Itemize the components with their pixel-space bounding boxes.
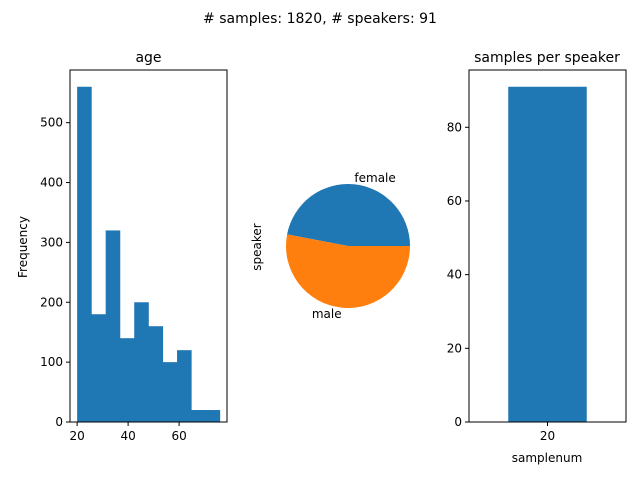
age-histogram-bar-8	[191, 410, 206, 422]
age-histogram-ytick-label-0: 0	[55, 415, 63, 429]
age-histogram-panel: age Frequency 20 40 60 0 100 200 300 400 500	[16, 50, 228, 443]
samples-per-speaker-xlabel: samplenum	[512, 451, 583, 465]
samples-per-speaker-ytick-label-2: 40	[447, 268, 462, 282]
age-histogram-bar-0	[77, 86, 92, 422]
age-histogram-xtick-label-2: 60	[171, 429, 186, 443]
age-histogram-bars	[77, 86, 221, 422]
pie-slice-male	[286, 234, 410, 309]
age-histogram-xtick-label-1: 40	[120, 429, 135, 443]
pie-label-female: female	[354, 171, 395, 185]
samples-per-speaker-bar-0	[508, 86, 587, 422]
age-histogram-ytick-label-3: 300	[40, 235, 63, 249]
age-histogram-ytick-label-4: 400	[40, 176, 63, 190]
age-histogram-bar-1	[91, 314, 106, 422]
samples-per-speaker-ytick-label-4: 80	[447, 120, 462, 134]
speaker-pie-labels: female male	[312, 171, 396, 321]
age-histogram-ylabel: Frequency	[16, 216, 30, 278]
age-histogram-ytick-label-2: 200	[40, 295, 63, 309]
samples-per-speaker-frame	[468, 69, 627, 423]
age-histogram-ytick-label-1: 100	[40, 355, 63, 369]
samples-per-speaker-panel: samples per speaker samplenum 20 0 20 40 60 8…	[447, 50, 627, 465]
age-histogram-bar-2	[105, 230, 121, 422]
pie-slice-female	[287, 184, 410, 246]
samples-per-speaker-ytick-label-0: 0	[454, 415, 462, 429]
age-histogram-bar-6	[162, 362, 178, 422]
samples-per-speaker-ticks: 20 0 20 40 60 80	[447, 120, 555, 443]
age-histogram-ytick-label-5: 500	[40, 116, 63, 130]
speaker-pie-panel: speaker female male	[250, 171, 410, 321]
figure-suptitle: # samples: 1820, # speakers: 91	[203, 11, 437, 27]
age-histogram-ticks: 20 40 60 0 100 200 300 400 500	[40, 116, 187, 443]
age-histogram-title: age	[135, 50, 161, 66]
age-histogram-bar-7	[177, 350, 192, 422]
samples-per-speaker-bars	[508, 86, 587, 422]
age-histogram-xtick-label-0: 20	[69, 429, 84, 443]
age-histogram-bar-3	[119, 338, 135, 422]
age-histogram-bar-9	[205, 410, 221, 422]
age-histogram-frame	[69, 69, 228, 423]
age-histogram-bar-4	[134, 302, 149, 422]
pie-label-male: male	[312, 307, 342, 321]
speaker-pie-ylabel: speaker	[250, 223, 264, 271]
samples-per-speaker-title: samples per speaker	[474, 50, 620, 66]
age-histogram-bar-5	[148, 326, 164, 422]
speaker-pie-slices	[286, 184, 410, 309]
samples-per-speaker-ytick-label-1: 20	[447, 341, 462, 355]
samples-per-speaker-ytick-label-3: 60	[447, 194, 462, 208]
samples-per-speaker-xtick-label-0: 20	[540, 429, 555, 443]
